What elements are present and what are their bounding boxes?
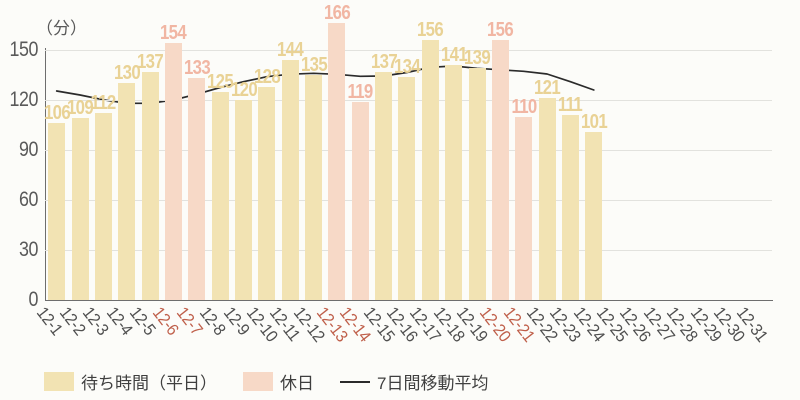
bar-12-4[interactable] [118,83,136,300]
bar-value-label-12-20: 156 [487,19,514,41]
y-tick-label-0: 0 [28,288,38,311]
bar-value-label-12-5: 137 [137,50,164,73]
bar-value-label-12-12: 135 [300,54,328,76]
bar-value-label-12-9: 120 [230,79,257,101]
bar-12-15[interactable] [375,71,393,300]
legend-swatch-holiday [243,372,273,391]
y-tick-label-30: 30 [18,238,38,261]
bar-12-8[interactable] [211,91,229,300]
bar-value-label-12-17: 156 [417,19,444,41]
bar-12-22[interactable] [538,98,556,300]
bar-value-label-12-7: 133 [183,57,211,80]
bar-12-23[interactable] [561,115,579,300]
bar-12-21[interactable] [515,116,533,300]
bar-12-7[interactable] [188,78,206,300]
bar-12-19[interactable] [468,68,486,300]
bar-value-label-12-2: 109 [67,97,94,120]
bar-value-label-12-3: 112 [90,92,117,115]
y-tick-label-90: 90 [18,138,38,161]
bar-12-3[interactable] [94,113,112,300]
legend-swatch-weekday [44,372,74,391]
bar-value-label-12-14: 119 [347,80,374,103]
bar-12-12[interactable] [305,75,323,300]
bar-value-label-12-24: 101 [580,110,608,133]
y-tick-label-150: 150 [9,38,38,61]
bar-value-label-12-1: 106 [43,102,71,125]
legend-item-weekday[interactable]: 待ち時間（平日） [44,369,217,394]
bar-value-label-12-23: 111 [558,94,583,116]
legend-label-ma: 7日間移動平均 [377,374,489,393]
y-axis-unit-label: （分） [36,19,87,38]
bar-value-label-12-4: 130 [113,62,141,85]
bar-12-11[interactable] [281,60,299,300]
bar-12-20[interactable] [491,40,509,300]
bar-value-label-12-8: 125 [207,70,234,93]
bar-value-label-12-19: 139 [463,47,491,70]
bar-value-label-12-22: 121 [534,77,561,100]
bar-value-label-12-11: 144 [277,39,304,61]
bar-12-10[interactable] [258,86,276,300]
bar-12-2[interactable] [71,118,89,300]
bar-12-17[interactable] [421,40,439,300]
bar-12-24[interactable] [585,131,603,300]
bar-value-label-12-6: 154 [160,22,187,45]
legend-label-weekday: 待ち時間（平日） [81,374,217,393]
x-axis-line [45,300,773,301]
legend-item-holiday[interactable]: 休日 [243,369,314,394]
bar-12-18[interactable] [445,65,463,300]
bar-12-13[interactable] [328,23,346,300]
bar-12-9[interactable] [235,100,252,300]
bar-value-label-12-18: 141 [440,44,468,66]
legend-label-holiday: 休日 [280,374,314,393]
y-tick-label-120: 120 [9,88,38,111]
bar-value-label-12-21: 110 [511,95,537,118]
y-axis-line [45,48,46,301]
bar-value-label-12-13: 166 [323,2,351,25]
legend-item-ma[interactable]: 7日間移動平均 [340,369,488,394]
y-tick-label-60: 60 [18,188,38,211]
bar-12-6[interactable] [164,43,182,300]
bar-12-5[interactable] [141,71,159,300]
bar-value-label-12-10: 128 [253,65,281,88]
bar-value-label-12-15: 137 [370,50,398,73]
bar-value-label-12-16: 134 [393,55,421,78]
bar-12-14[interactable] [351,101,369,300]
legend-line-swatch [340,380,370,383]
gridline-150 [45,50,772,51]
bar-12-16[interactable] [398,76,416,300]
bar-12-1[interactable] [48,123,66,300]
legend: 待ち時間（平日） 休日 7日間移動平均 [44,369,488,394]
